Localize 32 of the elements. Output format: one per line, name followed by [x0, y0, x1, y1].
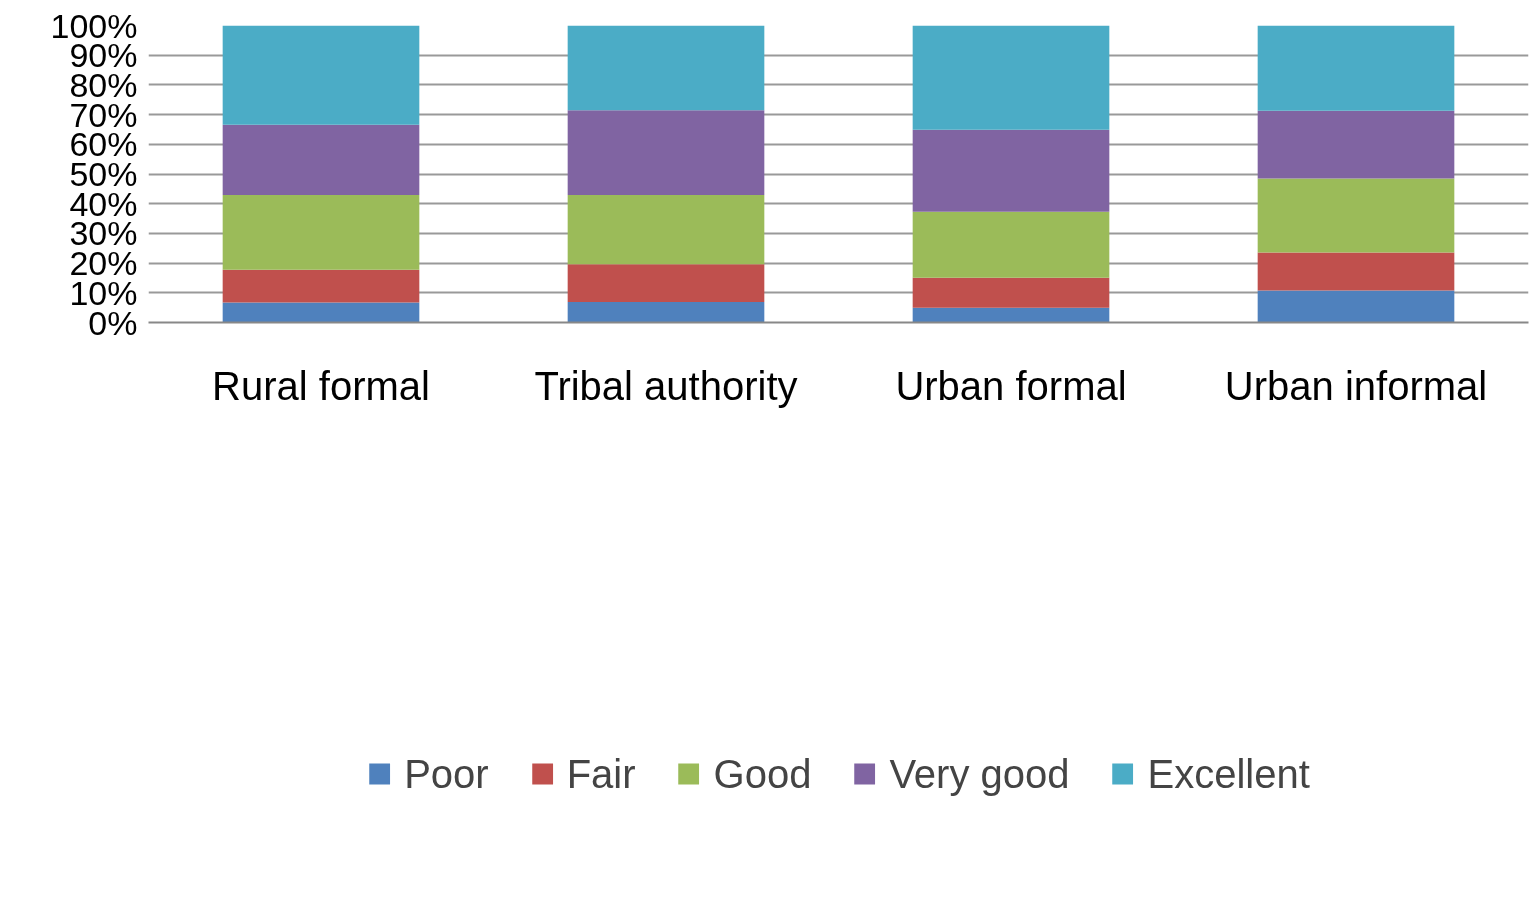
bar — [912, 25, 1110, 130]
legend-label: Fair — [566, 751, 636, 797]
bar — [567, 264, 765, 303]
bar — [912, 211, 1110, 278]
x-tick-label: Tribal authority — [534, 363, 798, 408]
legend-label: Poor — [404, 751, 489, 797]
bar — [912, 129, 1110, 212]
x-tick-label: Rural formal — [212, 363, 430, 408]
bar — [1257, 110, 1455, 179]
bar — [222, 195, 420, 270]
bar — [1257, 290, 1455, 323]
legend-label: Excellent — [1147, 751, 1310, 797]
x-tick-label: Urban formal — [895, 363, 1127, 408]
bar — [222, 25, 420, 125]
bar — [567, 25, 765, 111]
bar — [567, 110, 765, 196]
legend-label: Very good — [889, 751, 1070, 797]
bar — [222, 124, 420, 196]
bar — [1257, 25, 1455, 111]
bar — [567, 302, 765, 323]
y-tick-label: 20% — [69, 244, 138, 283]
bar — [912, 307, 1110, 323]
bar — [1257, 252, 1455, 291]
legend-label: Good — [713, 751, 812, 797]
y-tick-label: 50% — [69, 155, 138, 193]
bar — [222, 269, 420, 303]
bar — [567, 195, 765, 265]
x-tick-label: Urban informal — [1224, 363, 1488, 408]
y-tick-label: 100% — [50, 6, 138, 45]
bar — [222, 302, 420, 323]
bar — [1257, 178, 1455, 253]
bar — [912, 277, 1110, 308]
